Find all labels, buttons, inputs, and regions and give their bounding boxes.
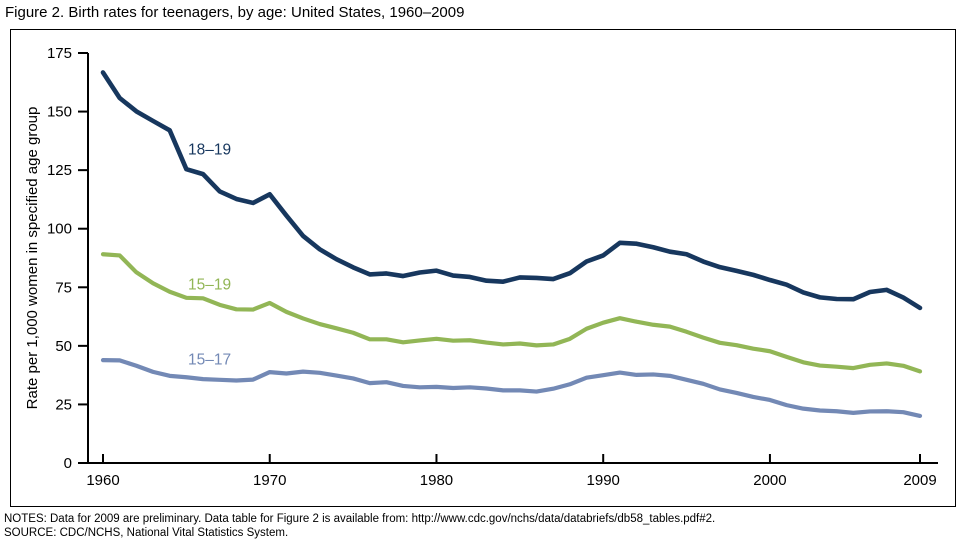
y-tick-label: 100 bbox=[47, 221, 72, 238]
x-tick-label: 1980 bbox=[420, 472, 453, 489]
y-tick-label: 175 bbox=[47, 45, 72, 62]
axes-lines bbox=[87, 53, 938, 464]
chart-notes: NOTES: Data for 2009 are preliminary. Da… bbox=[4, 512, 715, 540]
y-tick-label: 50 bbox=[55, 338, 72, 355]
x-tick-label: 1990 bbox=[587, 472, 620, 489]
y-tick-label: 75 bbox=[55, 279, 72, 296]
series-label-15-19: 15–19 bbox=[188, 277, 231, 294]
chart-line-18-19 bbox=[100, 70, 923, 311]
chart-line-15-19 bbox=[100, 252, 923, 374]
teen-birth-rate-line-chart: Rate per 1,000 women in specified age gr… bbox=[24, 45, 938, 489]
notes-line: NOTES: Data for 2009 are preliminary. Da… bbox=[4, 513, 716, 525]
y-tick-label: 150 bbox=[47, 104, 72, 121]
x-tick-label: 2000 bbox=[753, 472, 786, 489]
page-title: Figure 2. Birth rates for teenagers, by … bbox=[5, 4, 465, 21]
series-label-18-19: 18–19 bbox=[188, 142, 231, 159]
chart-container: Rate per 1,000 women in specified age gr… bbox=[10, 29, 956, 507]
y-tick-label: 0 bbox=[64, 455, 72, 472]
x-tick-label: 1960 bbox=[86, 472, 119, 489]
series-label-15-17: 15–17 bbox=[188, 351, 231, 368]
y-tick-label: 125 bbox=[47, 162, 72, 179]
x-tick-label: 2009 bbox=[903, 472, 936, 489]
x-tick-label: 1970 bbox=[253, 472, 286, 489]
y-tick-label: 25 bbox=[55, 396, 72, 413]
source-line: SOURCE: CDC/NCHS, National Vital Statist… bbox=[4, 527, 289, 539]
chart-line-15-17 bbox=[100, 358, 923, 419]
y-axis-title: Rate per 1,000 women in specified age gr… bbox=[24, 107, 41, 410]
